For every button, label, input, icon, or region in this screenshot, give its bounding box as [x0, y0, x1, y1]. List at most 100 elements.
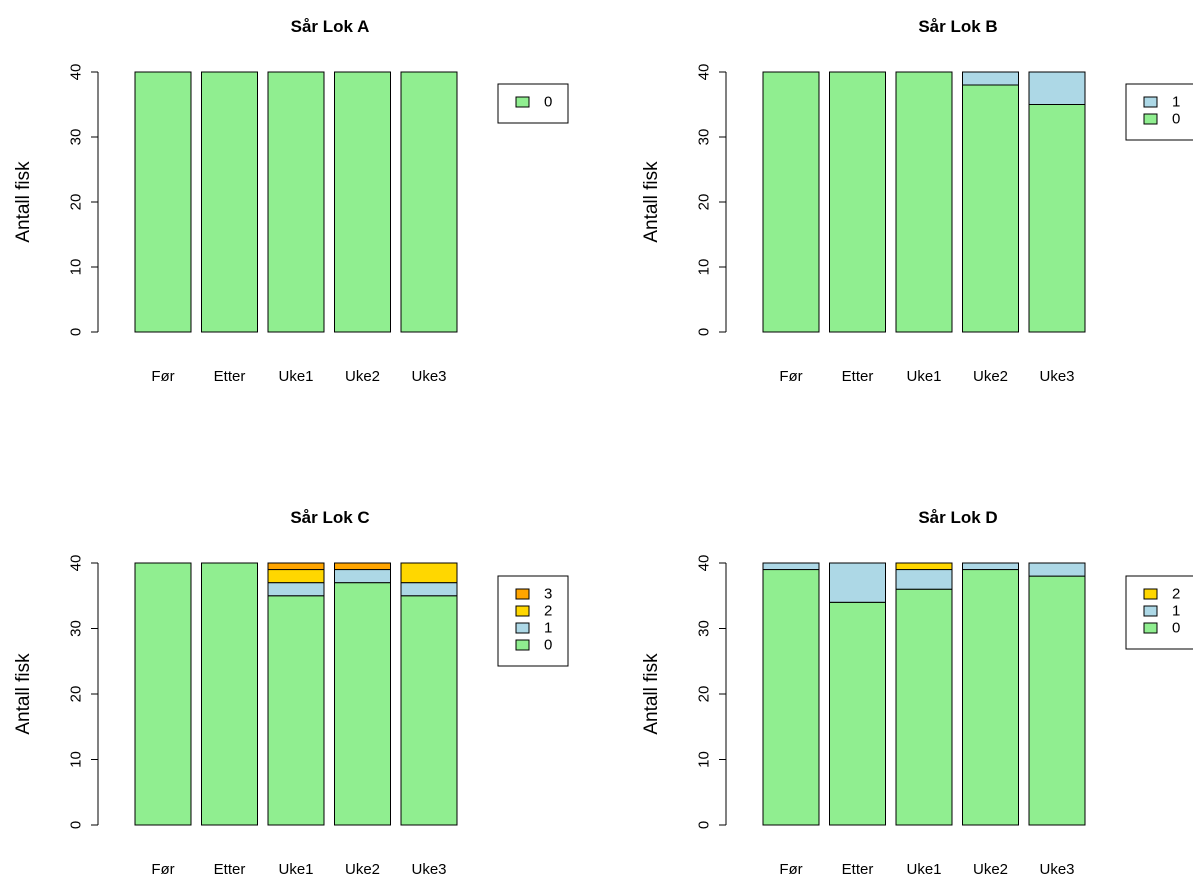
x-category-label: Etter [842, 368, 874, 385]
bar-segment-etter-level-0 [201, 71, 258, 333]
x-category-label: Uke1 [278, 861, 313, 878]
bar-segment-uke2-level-0 [334, 71, 391, 333]
y-axis-label: Antall fisk [641, 161, 662, 243]
y-tick-label: 30 [68, 620, 85, 637]
legend-label: 1 [1172, 603, 1180, 620]
bar-segment-uke3-level-2 [400, 562, 458, 584]
x-category-label: Uke3 [411, 861, 446, 878]
legend-label: 2 [1172, 586, 1180, 603]
y-tick-label: 20 [68, 194, 85, 211]
legend-label: 0 [1172, 620, 1180, 637]
y-tick-label: 0 [68, 821, 85, 829]
legend-swatch-0 [1143, 113, 1158, 125]
bar-segment-uke2-level-1 [962, 562, 1019, 571]
bar-segment-uke1-level-1 [895, 569, 953, 590]
legend-label: 1 [1172, 94, 1180, 111]
chart-panel-c: Sår Lok C Antall fisk 0 10 20 30 40 Før Etter Uke… [13, 508, 569, 878]
legend-box [497, 575, 569, 667]
bar-segment-uke1-level-0 [267, 595, 325, 826]
y-tick-label: 10 [68, 259, 85, 276]
legend-swatch-1 [1143, 605, 1158, 617]
bar-segment-uke1-level-0 [267, 71, 325, 333]
bar-segment-uke1-level-3 [267, 562, 325, 571]
x-category-label: Før [151, 368, 174, 385]
y-tick-label: 30 [696, 129, 713, 146]
bar-segment-før-level-1 [762, 562, 820, 571]
legend-swatch-1 [1143, 96, 1158, 108]
bar-segment-uke3-level-0 [1028, 104, 1086, 333]
chart-title: Sår Lok C [290, 508, 369, 527]
y-tick-label: 40 [68, 64, 85, 81]
bar-segment-uke3-level-0 [1028, 575, 1086, 826]
bar-segment-uke3-level-1 [400, 582, 458, 597]
legend-swatch-2 [515, 605, 530, 617]
bar-segment-før-level-0 [762, 569, 820, 826]
x-category-label: Før [779, 861, 802, 878]
legend-box [497, 83, 569, 124]
x-category-label: Uke3 [411, 368, 446, 385]
x-category-label: Uke1 [906, 368, 941, 385]
legend-swatch-0 [515, 639, 530, 651]
x-category-label: Uke3 [1039, 861, 1074, 878]
y-tick-label: 0 [696, 328, 713, 336]
y-tick-label: 20 [68, 686, 85, 703]
bar-segment-uke3-level-1 [1028, 562, 1086, 577]
bar-segment-etter-level-0 [829, 71, 886, 333]
y-tick-label: 0 [68, 328, 85, 336]
y-tick-label: 10 [696, 751, 713, 768]
bar-segment-etter-level-0 [829, 601, 886, 826]
x-category-label: Uke2 [345, 861, 380, 878]
y-tick-label: 10 [68, 751, 85, 768]
legend-swatch-3 [515, 588, 530, 600]
legend-box [1125, 575, 1193, 650]
y-tick-label: 10 [696, 259, 713, 276]
x-category-label: Uke2 [973, 861, 1008, 878]
bar-segment-før-level-0 [134, 71, 192, 333]
bar-segment-før-level-0 [762, 71, 820, 333]
bar-segment-uke3-level-0 [400, 71, 458, 333]
x-category-label: Før [151, 861, 174, 878]
bar-segment-uke2-level-3 [334, 562, 391, 571]
legend-swatch-1 [515, 622, 530, 634]
y-axis-label: Antall fisk [13, 653, 34, 735]
y-tick-label: 0 [696, 821, 713, 829]
legend-label: 0 [544, 94, 552, 111]
x-category-label: Uke1 [278, 368, 313, 385]
bar-segment-uke2-level-0 [334, 582, 391, 826]
bar-segment-uke2-level-1 [962, 71, 1019, 86]
y-tick-label: 40 [68, 555, 85, 572]
y-tick-label: 20 [696, 194, 713, 211]
y-tick-label: 30 [68, 129, 85, 146]
bar-segment-uke1-level-0 [895, 588, 953, 826]
x-category-label: Uke2 [973, 368, 1008, 385]
x-category-label: Uke2 [345, 368, 380, 385]
x-category-label: Etter [214, 368, 246, 385]
bar-segment-etter-level-0 [201, 562, 258, 826]
bar-segment-uke2-level-0 [962, 84, 1019, 333]
legend-swatch-2 [1143, 588, 1158, 600]
bar-segment-uke1-level-2 [895, 562, 953, 571]
bar-segment-uke3-level-1 [1028, 71, 1086, 105]
legend-box [1125, 83, 1193, 141]
x-category-label: Uke3 [1039, 368, 1074, 385]
bar-segment-etter-level-1 [829, 562, 886, 603]
chart-panel-a: Sår Lok A Antall fisk 0 10 20 30 40 Før Etter Uke… [13, 17, 569, 385]
legend-swatch-0 [1143, 622, 1158, 634]
x-category-label: Etter [842, 861, 874, 878]
legend-label: 2 [544, 603, 552, 620]
legend-label: 3 [544, 586, 552, 603]
y-tick-label: 30 [696, 620, 713, 637]
bar-segment-uke2-level-0 [962, 569, 1019, 826]
legend-label: 1 [544, 620, 552, 637]
chart-title: Sår Lok A [291, 17, 370, 36]
bar-segment-uke2-level-1 [334, 569, 391, 584]
bar-segment-uke3-level-0 [400, 595, 458, 826]
legend-swatch-0 [515, 96, 530, 108]
bar-segment-uke1-level-1 [267, 582, 325, 597]
bar-segment-uke1-level-2 [267, 569, 325, 584]
y-tick-label: 40 [696, 555, 713, 572]
y-axis-label: Antall fisk [13, 161, 34, 243]
x-category-label: Etter [214, 861, 246, 878]
